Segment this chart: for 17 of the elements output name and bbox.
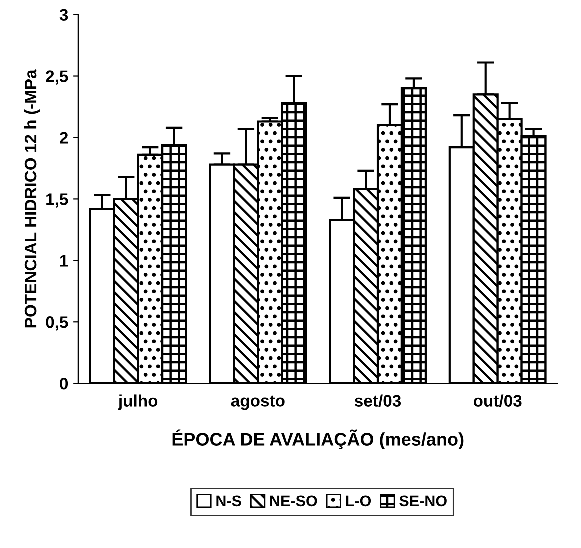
y-tick-label: 3 (60, 9, 68, 22)
legend-label: N-S (216, 496, 242, 507)
legend-label: SE-NO (400, 496, 447, 507)
x-tick-label: set/03 (354, 394, 402, 408)
y-tick-label: 1,5 (46, 194, 68, 208)
y-tick-label: 1 (60, 255, 68, 267)
y-tick-label: 2,5 (46, 70, 68, 85)
x-tick-label: agosto (231, 396, 285, 410)
x-tick-label: julho (118, 394, 158, 410)
x-axis-title: ÉPOCA DE AVALIAÇÃO (mes/ano) (172, 430, 464, 450)
y-tick-label: 0 (60, 378, 68, 390)
x-tick-label: out/03 (474, 394, 522, 408)
y-tick-label: 0,5 (46, 316, 68, 331)
legend-label: L-O (346, 496, 372, 507)
y-tick-label: 2 (60, 132, 68, 144)
y-axis-title: POTENCIAL HIDRICO 12 h (-MPa (24, 70, 40, 328)
legend-label: NE-SO (270, 496, 318, 507)
